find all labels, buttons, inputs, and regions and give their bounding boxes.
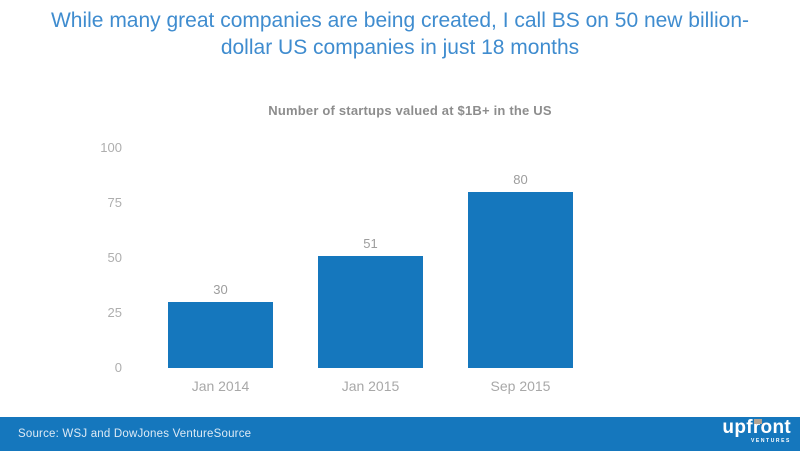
upfront-logo: upfront VENTURES — [722, 417, 791, 445]
bar-value-label: 51 — [363, 236, 378, 251]
bar-sep-2015: 80 Sep 2015 — [468, 172, 573, 394]
bar-value-label: 30 — [213, 282, 228, 297]
x-category-label: Jan 2014 — [191, 378, 250, 394]
logo-wordmark: upfront — [722, 417, 791, 438]
bar-jan-2015: 51 Jan 2015 — [318, 236, 423, 394]
chart-title: Number of startups valued at $1B+ in the… — [268, 103, 552, 118]
slide-title: While many great companies are being cre… — [0, 7, 800, 61]
y-tick-label: 25 — [107, 305, 122, 320]
source-text: Source: WSJ and DowJones VentureSource — [18, 428, 252, 440]
bar-value-label: 80 — [513, 172, 528, 187]
y-tick-label: 0 — [114, 360, 122, 375]
y-tick-label: 50 — [107, 250, 122, 265]
slide-title-line-2: dollar US companies in just 18 months — [220, 36, 580, 59]
bars-area: 30 Jan 2014 51 Jan 2015 80 Sep 2015 — [168, 145, 578, 394]
bar-jan-2014: 30 Jan 2014 — [168, 282, 273, 394]
slide-title-line-1: While many great companies are being cre… — [50, 9, 750, 32]
x-category-label: Jan 2015 — [341, 378, 400, 394]
y-tick-label: 100 — [100, 140, 122, 155]
logo-subtext: VENTURES — [750, 438, 791, 444]
y-tick-label: 75 — [107, 195, 122, 210]
footer-bar: Source: WSJ and DowJones VentureSource u… — [0, 417, 800, 451]
x-category-label: Sep 2015 — [490, 378, 551, 394]
logo-accent-mark — [754, 419, 762, 424]
